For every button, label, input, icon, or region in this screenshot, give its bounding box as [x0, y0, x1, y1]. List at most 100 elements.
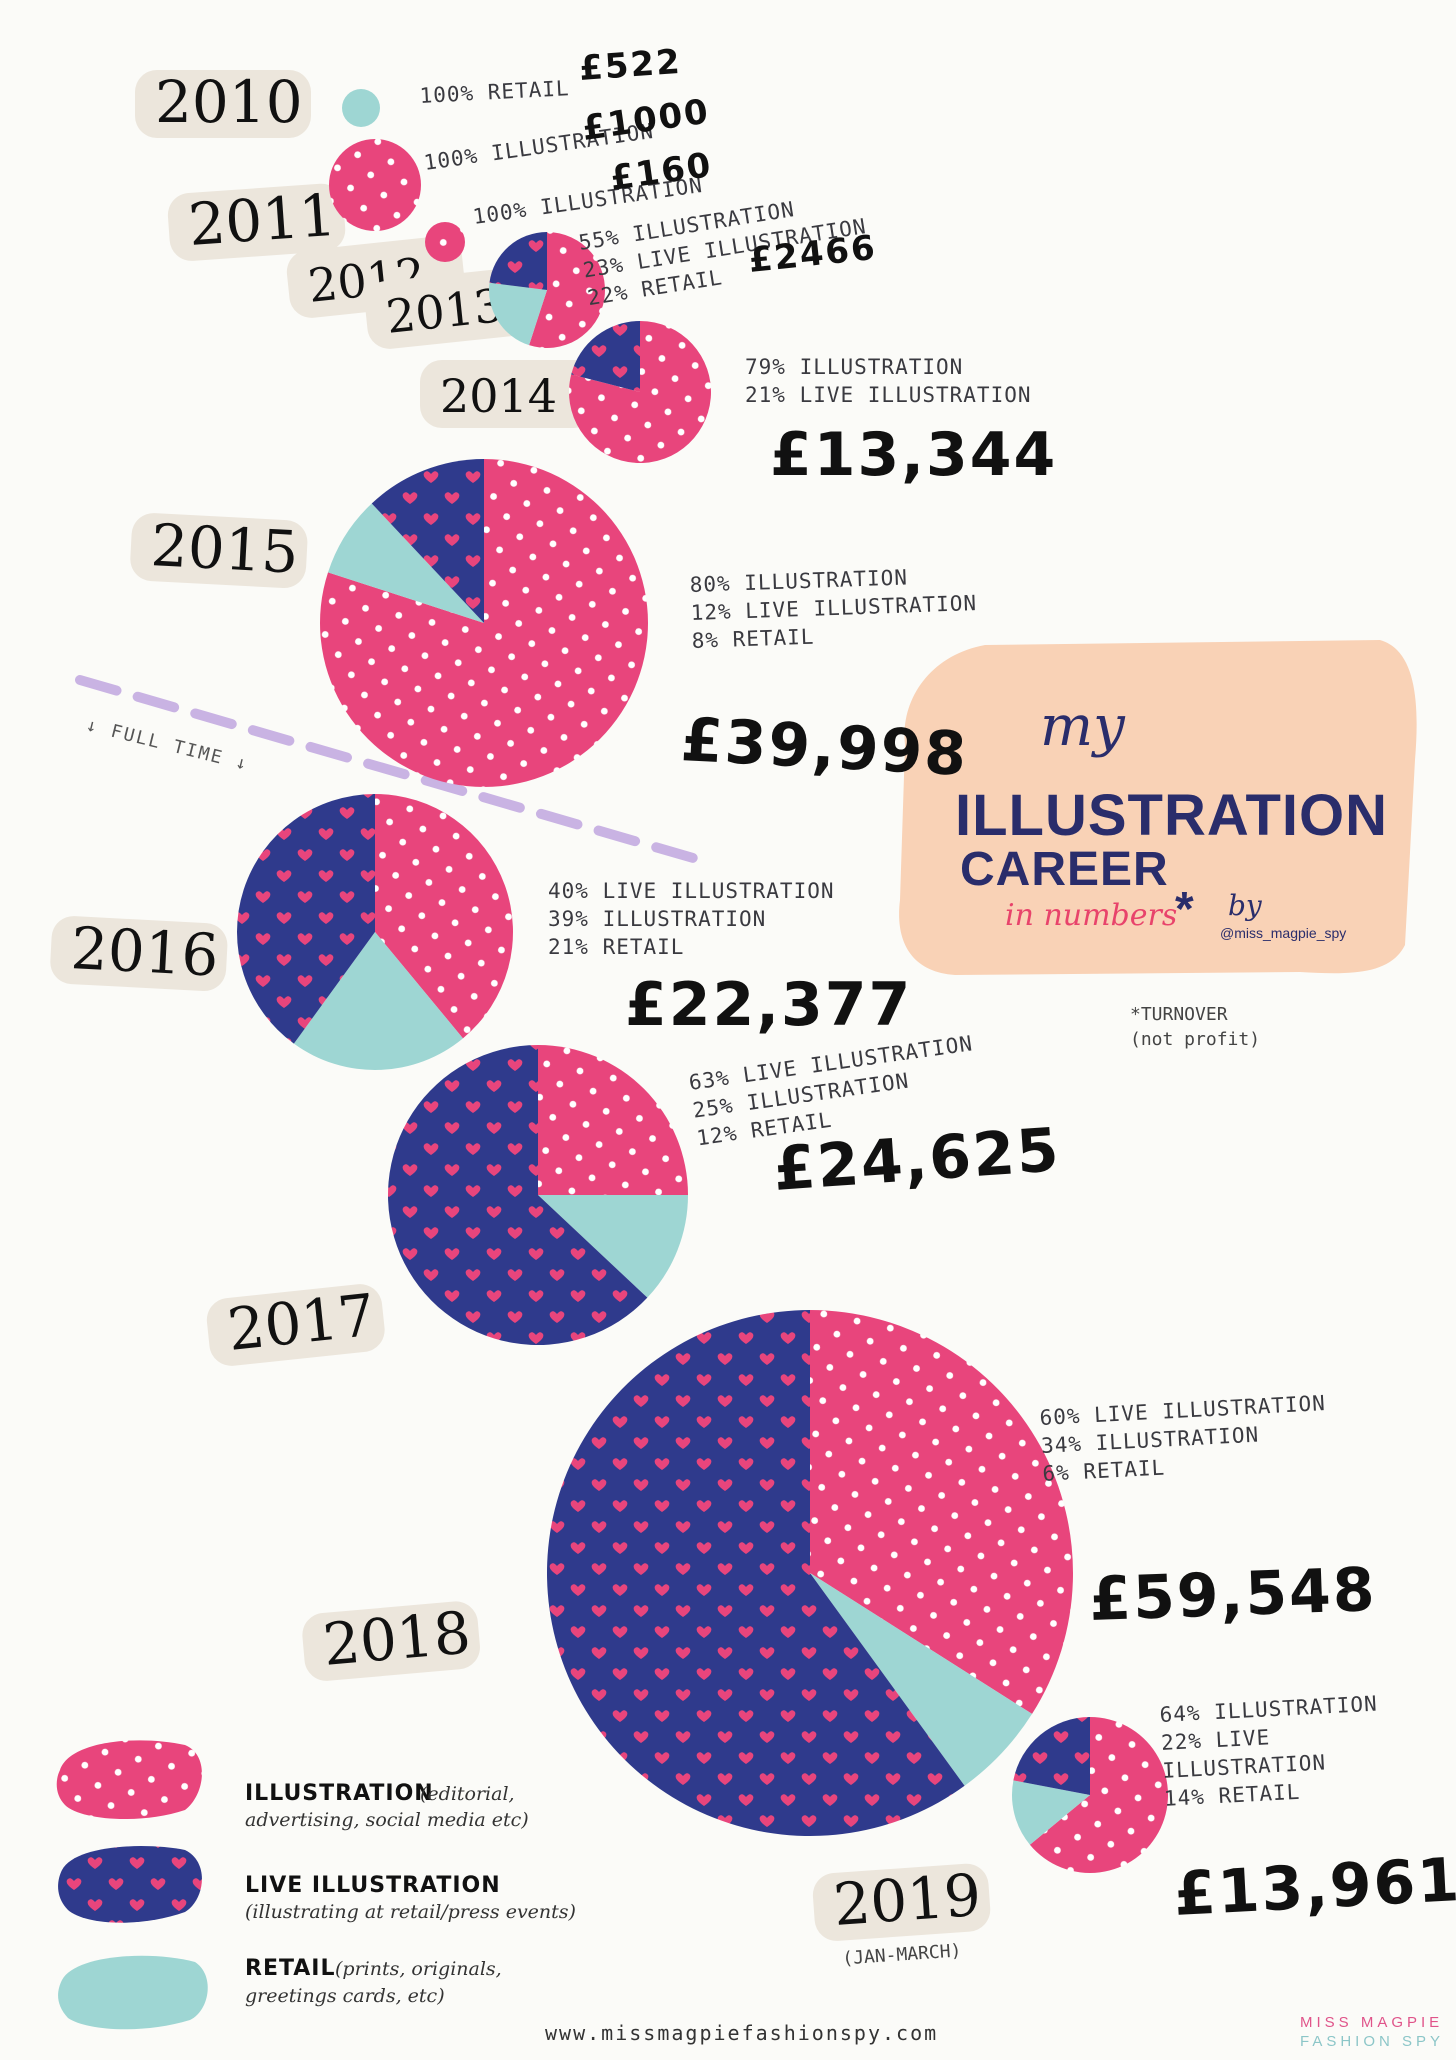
brand-line2: FASHION SPY	[1300, 2033, 1444, 2050]
website-footer: www.missmagpiefashionspy.com	[545, 2021, 938, 2045]
year-blob	[302, 1601, 480, 1681]
year-blob	[206, 1284, 385, 1366]
year-label: 2011	[186, 181, 338, 259]
share-label: 8% RETAIL	[691, 625, 815, 653]
pie-slice-retail	[488, 282, 547, 346]
legend-desc2-illustration: advertising, social media etc)	[245, 1809, 529, 1831]
pie-slice-retail	[1011, 1780, 1090, 1845]
year-blob	[135, 70, 311, 138]
brand-line1: MISS MAGPIE	[1300, 2014, 1443, 2031]
legend-item-illustration: ILLUSTRATION (editorial, advertising, so…	[56, 1740, 529, 1831]
year-group-2010: 2010 100% RETAIL£522	[135, 42, 683, 138]
pie-slice-illustration	[568, 321, 711, 463]
year-sublabel: (JAN-MARCH)	[842, 1940, 962, 1969]
pie-slice-illustration	[375, 794, 513, 1039]
legend-title-illustration: ILLUSTRATION	[245, 1781, 434, 1806]
year-label: 2015	[149, 511, 300, 587]
year-group-2016: 2016 40% LIVE ILLUSTRATION 39% ILLUSTRATIO…	[50, 794, 912, 1070]
year-blob	[130, 513, 308, 589]
turnover-total: £1000	[580, 91, 713, 148]
share-label: 21% RETAIL	[548, 935, 684, 959]
year-blob	[167, 183, 346, 261]
pie-slice-illustration	[1029, 1717, 1169, 1873]
title-my: my	[1040, 694, 1126, 759]
title-handle: @miss_magpie_spy	[1220, 925, 1346, 941]
pie-slice-live-illustration	[371, 459, 484, 623]
title-block: my ILLUSTRATION CAREER in numbers * by @…	[899, 640, 1417, 1050]
year-label: 2019	[831, 1861, 983, 1939]
pie-slice-illustration	[319, 459, 648, 787]
pie-slice-illustration	[538, 1045, 688, 1195]
pie-slice-retail	[293, 932, 463, 1070]
pie-slice-retail	[342, 89, 380, 127]
legend-item-live-illustration: LIVE ILLUSTRATION (illustrating at retai…	[58, 1846, 576, 1923]
year-label: 2018	[320, 1598, 473, 1679]
share-label: 60% LIVE ILLUSTRATION	[1039, 1391, 1326, 1430]
title-star: *	[1175, 883, 1195, 936]
title-blob	[899, 640, 1417, 975]
share-label: 100% RETAIL	[419, 76, 570, 108]
share-label: 14% RETAIL	[1163, 1780, 1301, 1811]
turnover-note-sub: (not profit)	[1130, 1029, 1260, 1050]
year-blob	[50, 916, 228, 992]
pie-slice-illustration	[529, 232, 605, 349]
share-label: 39% ILLUSTRATION	[548, 907, 766, 931]
legend: ILLUSTRATION (editorial, advertising, so…	[56, 1740, 576, 2030]
legend-item-retail: RETAIL (prints, originals, greetings car…	[58, 1955, 502, 2030]
share-label: ILLUSTRATION	[1162, 1750, 1327, 1783]
pie-slice-illustration	[810, 1310, 1074, 1714]
legend-swatch-illustration	[56, 1740, 202, 1820]
legend-desc-retail: (prints, originals,	[335, 1958, 502, 1980]
year-label: 2013	[384, 278, 506, 344]
turnover-total: £22,377	[625, 970, 912, 1040]
pie-slice-illustration	[425, 222, 465, 262]
pie-slice-live-illustration	[547, 1310, 965, 1836]
year-label: 2010	[155, 68, 303, 136]
pie-slice-illustration	[329, 139, 421, 231]
year-blob	[420, 360, 596, 428]
pie-slice-retail	[538, 1195, 688, 1298]
turnover-note: *TURNOVER	[1130, 1004, 1228, 1025]
pie-slice-live-illustration	[387, 1045, 648, 1345]
turnover-total: £13,961	[1172, 1845, 1456, 1930]
legend-swatch-live-illustration	[58, 1846, 202, 1923]
share-label: 22% LIVE	[1160, 1725, 1270, 1755]
legend-title-live-illustration: LIVE ILLUSTRATION	[245, 1873, 501, 1898]
pie-slice-live-illustration	[237, 794, 375, 1044]
pie-slice-retail	[810, 1573, 1033, 1786]
pie-slice-live-illustration	[571, 321, 640, 392]
share-label: 6% RETAIL	[1042, 1456, 1166, 1486]
share-label: 64% ILLUSTRATION	[1159, 1692, 1378, 1727]
full-time-line	[75, 675, 705, 865]
title-by: by	[1228, 889, 1263, 922]
turnover-total: £522	[578, 42, 683, 89]
turnover-total: £39,998	[679, 705, 970, 790]
title-line2: CAREER	[960, 843, 1169, 896]
legend-desc-live-illustration: (illustrating at retail/press events)	[245, 1901, 576, 1923]
legend-title-retail: RETAIL	[245, 1956, 336, 1981]
year-group-2014: 2014 79% ILLUSTRATION 21% LIVE ILLUSTRATIO…	[420, 321, 1057, 490]
title-line3: in numbers	[1005, 898, 1177, 933]
legend-desc2-retail: greetings cards, etc)	[245, 1985, 445, 2007]
pie-slice-live-illustration	[1013, 1717, 1090, 1795]
legend-swatch-retail	[58, 1955, 208, 2030]
share-label: 12% LIVE ILLUSTRATION	[690, 591, 977, 625]
year-label: 2014	[440, 369, 557, 423]
pie-slice-retail	[328, 503, 484, 623]
share-label: 80% ILLUSTRATION	[689, 565, 908, 597]
share-label: 40% LIVE ILLUSTRATION	[548, 879, 835, 903]
title-line1: ILLUSTRATION	[955, 783, 1388, 848]
pie-slice-live-illustration	[489, 232, 547, 290]
turnover-total: £13,344	[770, 420, 1057, 490]
year-label: 2017	[224, 1281, 378, 1364]
year-label: 2016	[69, 914, 220, 990]
share-label: 79% ILLUSTRATION	[745, 355, 963, 379]
year-blob	[812, 1863, 991, 1941]
share-label: 21% LIVE ILLUSTRATION	[745, 383, 1032, 407]
turnover-total: £59,548	[1088, 1555, 1378, 1635]
